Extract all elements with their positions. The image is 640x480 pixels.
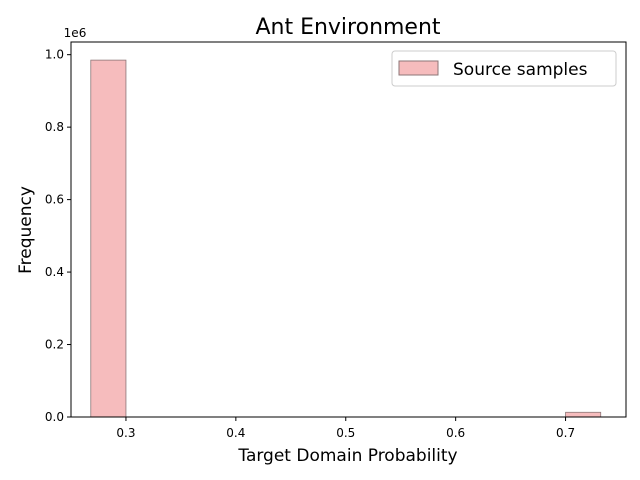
y-tick-label: 0.2 (45, 338, 64, 352)
histogram-bar-0 (90, 59, 127, 418)
legend: Source samples (391, 50, 617, 87)
y-tick-label: 0.4 (45, 265, 64, 279)
legend-box (391, 50, 617, 87)
x-axis-label: Target Domain Probability (237, 446, 457, 466)
x-tick-label: 0.6 (446, 426, 465, 440)
y-tick-label: 0.0 (45, 410, 64, 424)
y-axis-label: Frequency (16, 186, 36, 274)
x-ticks: 0.3 0.4 0.5 0.6 0.7 (116, 417, 575, 440)
legend-swatch (398, 60, 439, 76)
y-scale-label: 1e6 (64, 26, 87, 40)
bars-group (90, 59, 602, 418)
x-tick-label: 0.5 (336, 426, 355, 440)
legend-label: Source samples (453, 60, 588, 80)
x-tick-label: 0.3 (116, 426, 135, 440)
chart-title: Ant Environment (255, 15, 440, 40)
x-tick-label: 0.7 (556, 426, 575, 440)
plot-frame (70, 41, 627, 418)
y-tick-label: 1.0 (45, 48, 64, 62)
x-tick-label: 0.4 (226, 426, 245, 440)
y-ticks: 0.0 0.2 0.4 0.6 0.8 1.0 (45, 48, 71, 424)
y-tick-label: 0.6 (45, 193, 64, 207)
histogram-bar-1 (565, 411, 602, 418)
y-tick-label: 0.8 (45, 120, 64, 134)
